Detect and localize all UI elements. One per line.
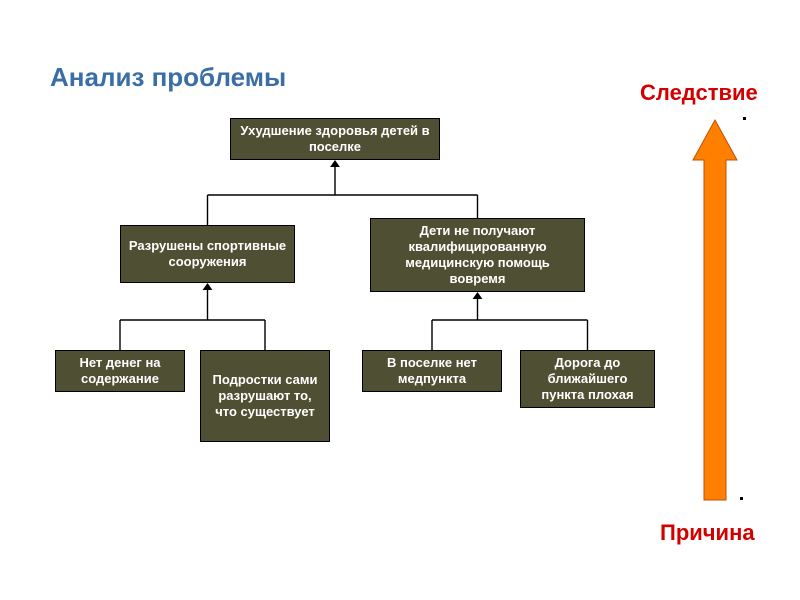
cause-effect-arrow [693,120,737,500]
diagram-canvas: Анализ проблемы Ухудшение здоровья детей… [0,0,800,600]
tree-node-rr: Дорога до ближайшего пункта плохая [520,350,655,408]
tree-node-lr: Подростки сами разрушают то, что существ… [200,350,330,442]
consequence-label: Следствие [640,80,758,106]
tree-node-root: Ухудшение здоровья детей в поселке [230,118,440,160]
page-title: Анализ проблемы [50,62,286,93]
tree-node-rl: В поселке нет медпункта [362,350,502,392]
tree-node-right: Дети не получают квалифицированную медиц… [370,218,585,292]
tree-node-left: Разрушены спортивные сооружения [120,225,295,283]
tree-node-ll: Нет денег на содержание [55,350,185,392]
cause-label: Причина [660,520,755,546]
